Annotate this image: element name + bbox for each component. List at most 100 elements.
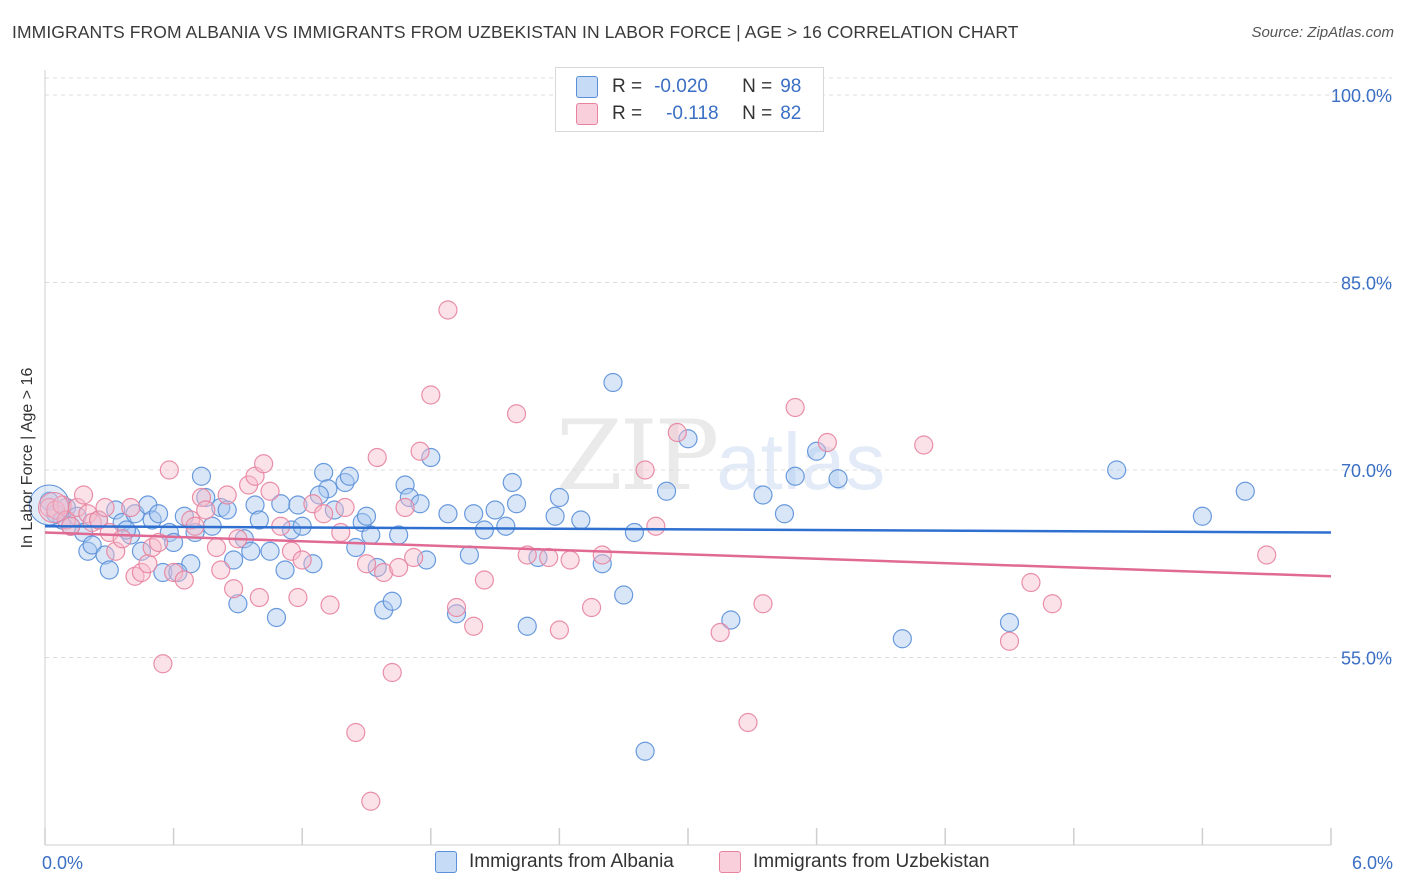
uzbekistan-point bbox=[249, 587, 269, 608]
albania-point bbox=[382, 591, 402, 611]
uzbekistan-point bbox=[164, 562, 184, 583]
uzbekistan-point bbox=[88, 510, 109, 530]
uzbekistan-point bbox=[356, 554, 377, 574]
uzbekistan-point bbox=[314, 504, 334, 524]
albania-point bbox=[459, 545, 479, 565]
uzbekistan-point bbox=[1021, 572, 1041, 593]
albania-point bbox=[721, 610, 741, 630]
uzbekistan-point bbox=[121, 497, 141, 518]
uzbekistan-point bbox=[710, 622, 730, 643]
uzbekistan-r-label: R = bbox=[612, 103, 643, 124]
albania-point bbox=[346, 537, 366, 558]
uzbekistan-point bbox=[592, 545, 612, 565]
uzbekistan-point bbox=[211, 560, 231, 580]
uzbekistan-point bbox=[446, 597, 467, 618]
uzbekistan-point bbox=[217, 485, 237, 505]
albania-point bbox=[502, 472, 522, 493]
albania-point bbox=[303, 554, 323, 574]
uzbekistan-point bbox=[335, 497, 355, 518]
uzbekistan-point bbox=[153, 654, 173, 674]
albania-point bbox=[367, 557, 387, 578]
albania-point bbox=[228, 594, 248, 614]
uzbekistan-point bbox=[95, 497, 115, 518]
albania-point bbox=[217, 500, 237, 520]
albania-point bbox=[485, 500, 505, 520]
uzbekistan-point bbox=[46, 500, 66, 520]
trend-lines bbox=[44, 525, 1332, 578]
uzbekistan-point bbox=[738, 712, 758, 733]
albania-point bbox=[474, 520, 494, 540]
source-credit: Source: ZipAtlas.com bbox=[1251, 24, 1394, 41]
uzbekistan-point bbox=[138, 554, 158, 574]
albania-point bbox=[249, 510, 269, 530]
uzbekistan-point bbox=[206, 537, 227, 558]
albania-point bbox=[260, 541, 280, 561]
albania-point bbox=[224, 550, 244, 570]
uzbekistan-point bbox=[517, 545, 537, 565]
watermark: ZIPatlas bbox=[556, 400, 885, 512]
albania-point bbox=[678, 429, 698, 449]
albania-point bbox=[614, 585, 634, 605]
albania-r-label: R = bbox=[612, 76, 643, 97]
albania-point bbox=[1192, 506, 1213, 526]
uzbekistan-point bbox=[817, 432, 837, 453]
uzbekistan-point bbox=[196, 500, 216, 520]
uzbekistan-point bbox=[635, 460, 655, 480]
albania-point bbox=[356, 506, 377, 526]
uzbekistan-point bbox=[410, 441, 430, 461]
axes bbox=[44, 70, 1332, 846]
albania-point bbox=[496, 516, 516, 536]
uzbekistan-point bbox=[303, 494, 323, 514]
bottom-legend-uzbekistan[interactable]: Immigrants from Uzbekistan bbox=[719, 851, 990, 873]
uzbekistan-points bbox=[38, 300, 1277, 811]
uzbekistan-point bbox=[320, 595, 340, 615]
uzbekistan-point bbox=[404, 547, 424, 568]
bottom-legend-albania[interactable]: Immigrants from Albania bbox=[435, 851, 674, 873]
uzbekistan-point bbox=[73, 485, 94, 505]
uzbekistan-point bbox=[395, 497, 415, 518]
albania-point bbox=[999, 612, 1020, 633]
albania-points bbox=[28, 372, 1255, 761]
uzbekistan-point bbox=[1042, 594, 1062, 614]
uzbekistan-point bbox=[421, 385, 441, 405]
albania-point bbox=[399, 487, 419, 508]
x-tick-label: 6.0% bbox=[1352, 853, 1393, 873]
albania-point bbox=[571, 510, 591, 530]
uzbekistan-point bbox=[361, 791, 381, 811]
albania-point bbox=[314, 462, 334, 483]
albania-point bbox=[191, 466, 212, 486]
albania-point bbox=[168, 562, 188, 583]
uzbekistan-point bbox=[254, 454, 274, 474]
uzbekistan-cluster-point bbox=[38, 492, 70, 523]
uzbekistan-point bbox=[474, 570, 494, 590]
uzbekistan-trend-line bbox=[44, 531, 1332, 578]
albania-point bbox=[785, 466, 805, 486]
uzbekistan-point bbox=[159, 460, 179, 480]
albania-point bbox=[95, 545, 115, 565]
watermark-atlas: atlas bbox=[716, 417, 886, 506]
uzbekistan-point bbox=[142, 537, 162, 558]
albania-n-value: 98 bbox=[780, 76, 802, 97]
uzbekistan-point bbox=[260, 481, 280, 501]
uzbekistan-point bbox=[331, 522, 351, 543]
albania-point bbox=[410, 494, 430, 514]
albania-legend-swatch bbox=[435, 851, 457, 873]
y-tick-label: 85.0% bbox=[1341, 274, 1392, 294]
albania-point bbox=[241, 541, 261, 561]
uzbekistan-point bbox=[438, 300, 458, 320]
albania-point bbox=[421, 447, 441, 468]
legend-row-uzbekistan: R = -0.118 N = 82 bbox=[576, 102, 801, 126]
albania-point bbox=[395, 475, 415, 495]
albania-point bbox=[753, 485, 773, 505]
albania-point bbox=[131, 541, 152, 561]
albania-point bbox=[774, 504, 795, 524]
uzbekistan-point bbox=[382, 662, 402, 683]
albania-point bbox=[545, 506, 565, 526]
correlation-legend: R = -0.020 N = 98 R = -0.118 N = 82 bbox=[555, 67, 824, 132]
uzbekistan-r-value: -0.118 bbox=[666, 103, 719, 124]
albania-point bbox=[892, 629, 912, 649]
albania-point bbox=[656, 481, 677, 501]
albania-point bbox=[275, 560, 295, 580]
legend-row-albania: R = -0.020 N = 98 bbox=[576, 75, 801, 99]
albania-point bbox=[281, 520, 302, 540]
